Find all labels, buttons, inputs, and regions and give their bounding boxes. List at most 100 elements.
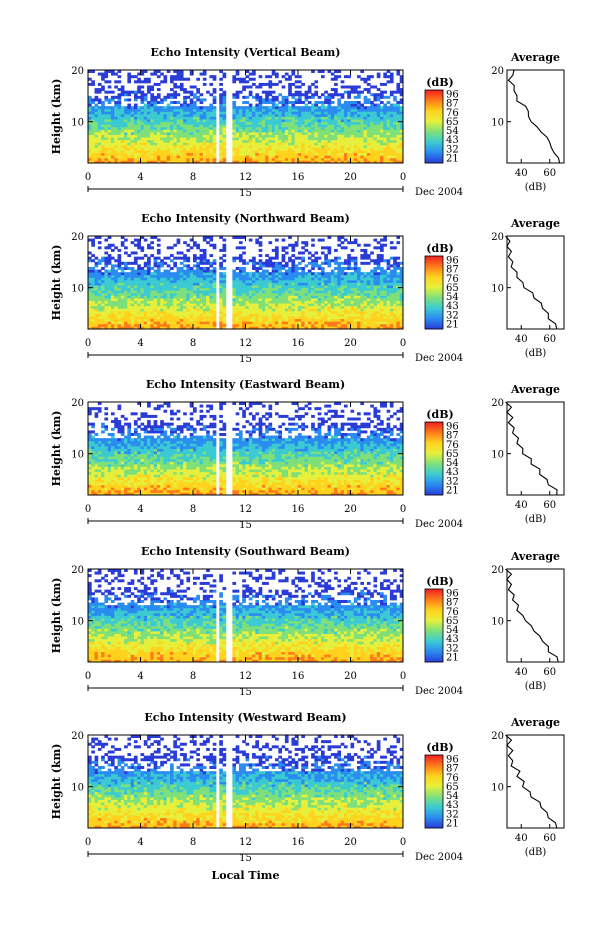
heatmap-cell (298, 303, 302, 307)
heatmap-cell (110, 305, 115, 309)
heatmap-cell (107, 80, 112, 84)
heatmap-cell (219, 147, 223, 151)
heatmap-cell (268, 155, 273, 159)
heatmap-cell (353, 318, 358, 322)
heatmap-cell (330, 295, 335, 299)
heatmap-cell (140, 147, 145, 151)
heatmap-cell (258, 277, 263, 281)
heatmap-cell (255, 267, 260, 270)
heatmap-cell (291, 121, 296, 125)
heatmap-cell (261, 150, 266, 154)
heatmap-cell (147, 292, 151, 296)
heatmap-cell (245, 261, 250, 265)
heatmap-cell (199, 310, 204, 314)
heatmap-cell (307, 261, 312, 265)
heatmap-cell (255, 308, 260, 312)
heatmap-cell (366, 147, 371, 151)
heatmap-cell (294, 274, 299, 278)
heatmap-cell (245, 290, 250, 294)
heatmap-cell (222, 313, 227, 317)
heatmap-cell (160, 111, 164, 115)
heatmap-cell (248, 132, 253, 135)
heatmap-cell (183, 256, 187, 260)
heatmap-cell (343, 274, 348, 278)
heatmap-cell (320, 75, 325, 79)
heatmap-cell (275, 126, 279, 130)
heatmap-cell (320, 326, 325, 330)
heatmap-cell (156, 121, 161, 125)
heatmap-cell (206, 295, 210, 299)
heatmap-cell (176, 121, 181, 125)
heatmap-cell (143, 132, 148, 135)
heatmap-cell (101, 313, 105, 317)
heatmap-cell (370, 142, 374, 146)
heatmap-cell (117, 80, 122, 84)
heatmap-cell (88, 282, 92, 286)
heatmap-cell (193, 272, 197, 276)
heatmap-cell (232, 101, 237, 104)
heatmap-cell (183, 121, 187, 125)
heatmap-cell (383, 132, 387, 135)
heatmap-cell (288, 113, 292, 117)
heatmap-cell (179, 251, 184, 255)
heatmap-cell (137, 134, 141, 138)
heatmap-cell (291, 254, 296, 258)
heatmap-cell (107, 90, 112, 94)
heatmap-cell (284, 290, 289, 294)
heatmap-cell (193, 279, 197, 283)
heatmap-cell (97, 90, 102, 94)
heatmap-cell (156, 298, 161, 301)
heatmap-cell (366, 101, 371, 104)
heatmap-cell (137, 285, 141, 289)
heatmap-cell (340, 124, 345, 128)
heatmap-cell (330, 323, 335, 327)
heatmap-cell (370, 298, 374, 301)
average-y-tick-label: 10 (491, 118, 504, 129)
heatmap-cell (311, 95, 315, 99)
heatmap-cell (120, 326, 125, 330)
heatmap-cell (245, 318, 250, 322)
heatmap-cell (291, 310, 296, 314)
heatmap-cell (389, 119, 394, 123)
heatmap-cell (343, 308, 348, 312)
heatmap-cell (202, 139, 207, 143)
heatmap-cell (334, 321, 338, 325)
heatmap-cell (317, 285, 322, 289)
heatmap-cell (130, 142, 135, 146)
heatmap-cell (160, 134, 164, 138)
heatmap-cell (189, 93, 194, 97)
heatmap-cell (110, 160, 115, 164)
heatmap-cell (101, 259, 105, 263)
heatmap-cell (324, 326, 328, 330)
heatmap-cell (127, 157, 132, 161)
heatmap-cell (261, 119, 266, 123)
heatmap-cell (386, 106, 391, 110)
heatmap-cell (252, 113, 256, 117)
heatmap-cell (127, 326, 132, 330)
heatmap-cell (350, 308, 355, 312)
heatmap-cell (143, 274, 148, 278)
heatmap-cell (110, 256, 115, 260)
heatmap-cell (196, 300, 200, 304)
heatmap-cell (242, 77, 246, 81)
heatmap-cell (278, 150, 282, 154)
heatmap-cell (173, 282, 177, 286)
heatmap-cell (130, 287, 135, 291)
heatmap-cell (307, 85, 312, 89)
heatmap-cell (334, 152, 338, 156)
heatmap-cell (133, 313, 138, 317)
heatmap-cell (373, 98, 378, 102)
heatmap-cell (298, 126, 302, 130)
heatmap-cell (101, 157, 105, 161)
heatmap-cell (88, 292, 92, 296)
heatmap-cell (91, 155, 95, 159)
heatmap-cell (202, 298, 207, 301)
heatmap-cell (189, 238, 194, 242)
heatmap-cell (255, 282, 260, 286)
heatmap-cell (189, 300, 194, 304)
heatmap-cell (209, 323, 214, 327)
heatmap-cell (101, 285, 105, 289)
heatmap-cell (337, 292, 342, 296)
heatmap-cell (291, 261, 296, 265)
heatmap-cell (265, 144, 269, 148)
